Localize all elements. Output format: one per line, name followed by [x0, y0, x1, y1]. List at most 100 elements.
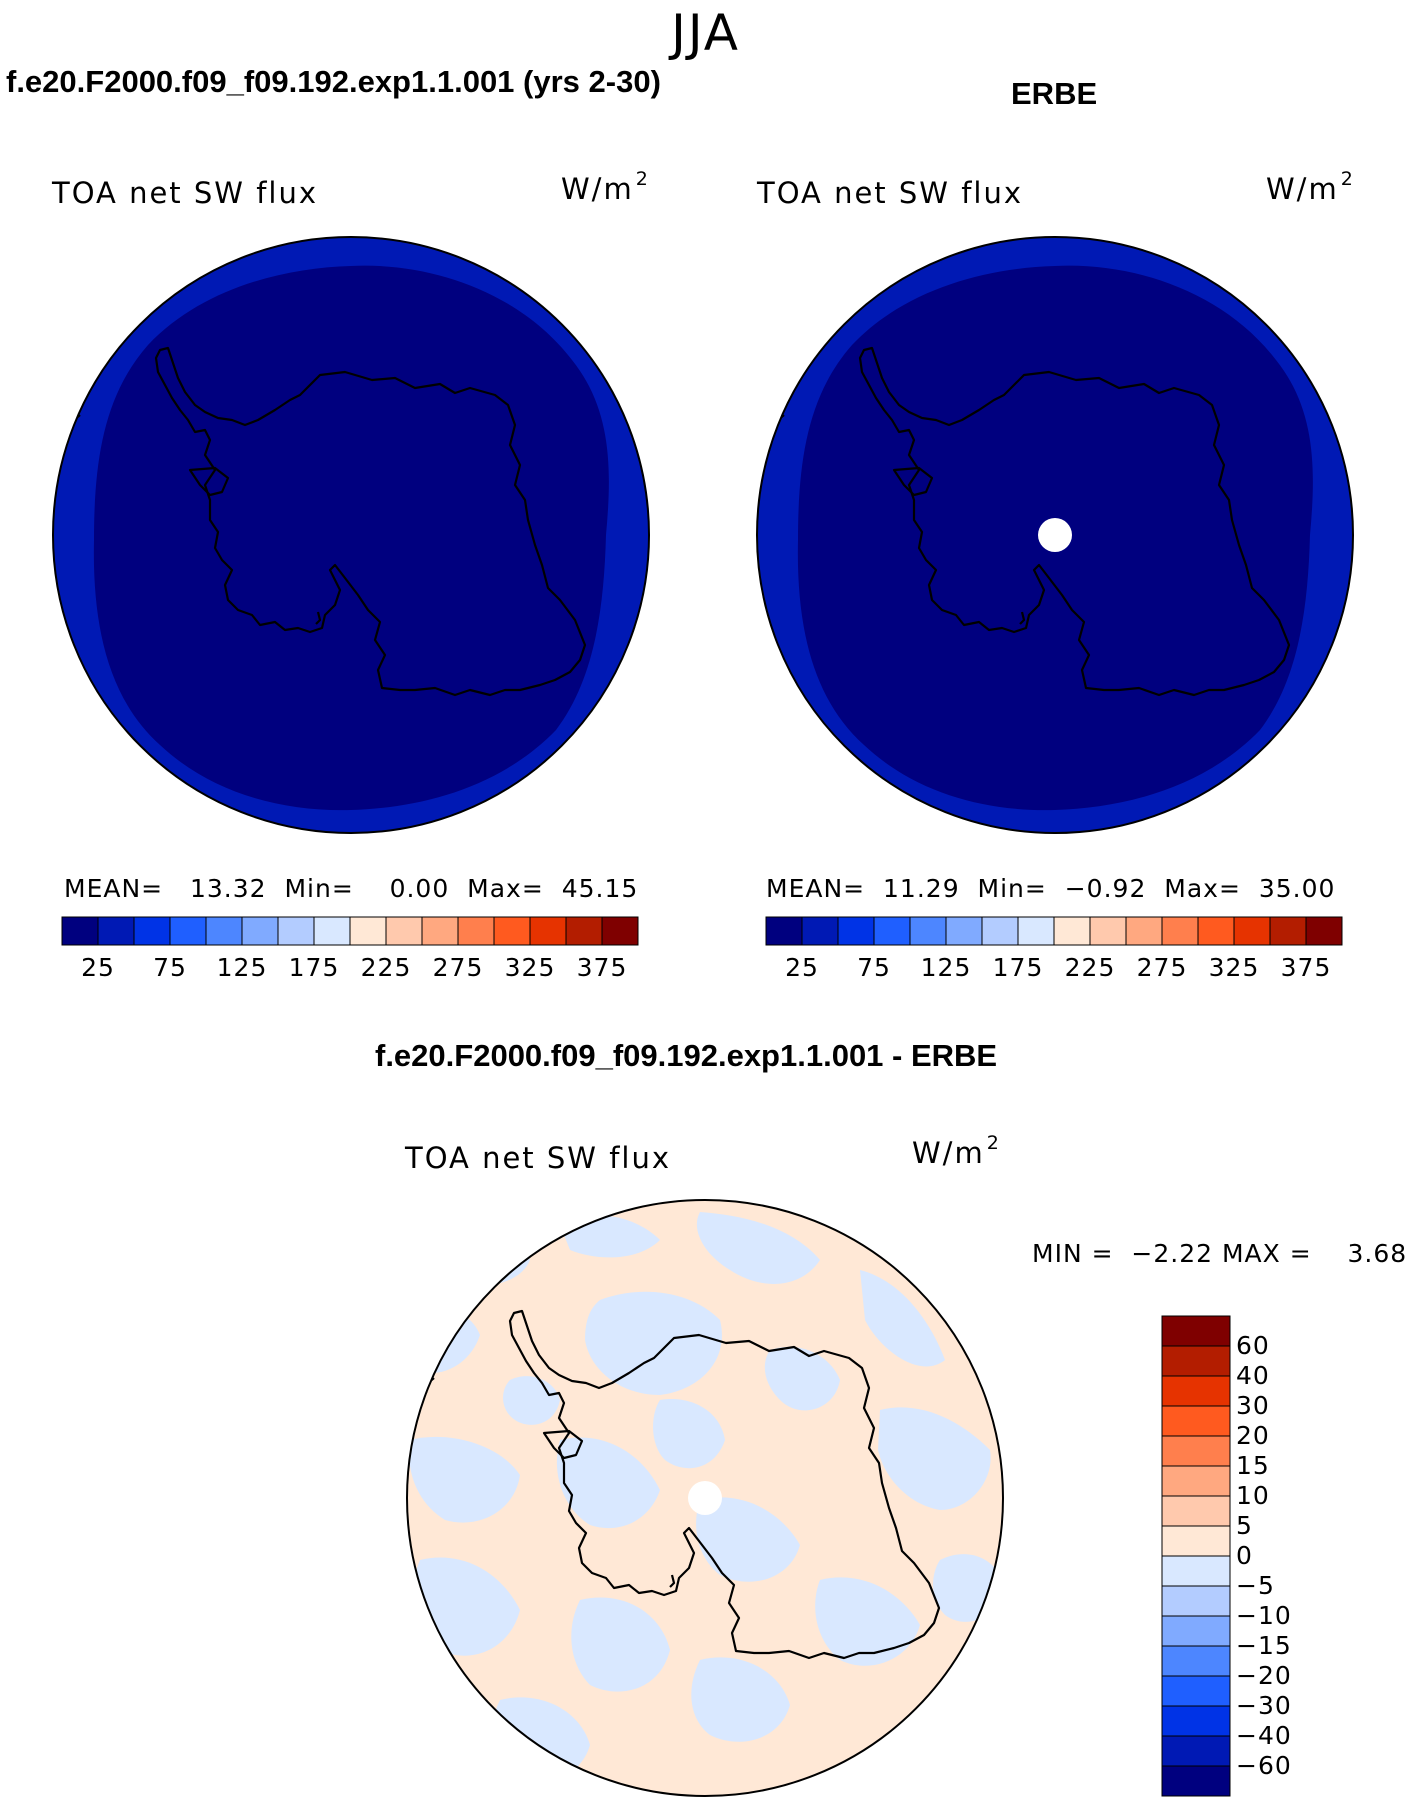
difference-title: f.e20.F2000.f09_f09.192.exp1.1.001 - ERB… [375, 1038, 998, 1073]
colorbar-tick-label: 60 [1236, 1331, 1270, 1360]
colorbar-swatch [385, 916, 423, 946]
colorbar-tick-label: 10 [1236, 1481, 1270, 1510]
colorbar-tick-label: −15 [1236, 1631, 1292, 1660]
colorbar-tick-label: 325 [504, 953, 556, 982]
model-variable-label: TOA net SW flux [52, 176, 319, 210]
colorbar-swatch [601, 916, 639, 946]
colorbar-swatch [945, 916, 983, 946]
colorbar-swatch [837, 916, 875, 946]
colorbar-swatch [1233, 916, 1271, 946]
colorbar-tick-label: −30 [1236, 1691, 1292, 1720]
colorbar-tick-label: 5 [1236, 1511, 1253, 1540]
colorbar-swatch [1305, 916, 1343, 946]
obs-polar-map [756, 236, 1354, 834]
colorbar-swatch [1161, 1585, 1231, 1617]
colorbar-tick-label: −40 [1236, 1721, 1292, 1750]
difference-polar-missing-hole [688, 1481, 722, 1515]
obs-stats: MEAN= 11.29 Min= −0.92 Max= 35.00 [766, 874, 1336, 903]
colorbar-tick-label: 125 [216, 953, 268, 982]
colorbar-swatch [1161, 1555, 1231, 1587]
colorbar-swatch [1161, 1345, 1231, 1377]
colorbar-tick-label: 225 [360, 953, 412, 982]
obs-polar-missing-hole [1038, 518, 1072, 552]
colorbar-tick-label: 75 [153, 953, 187, 982]
colorbar-swatch [765, 916, 803, 946]
obs-units-label: W/m 2 [1266, 168, 1355, 206]
obs-map-border [756, 236, 1354, 834]
colorbar-tick-label: −5 [1236, 1571, 1275, 1600]
difference-minmax: MIN = −2.22 MAX = 3.68 [1032, 1239, 1408, 1268]
model-colorbar [61, 916, 639, 946]
colorbar-tick-label: 15 [1236, 1451, 1270, 1480]
colorbar-tick-label: 275 [1136, 953, 1188, 982]
colorbar-tick-label: 25 [81, 953, 115, 982]
colorbar-swatch [1161, 1705, 1231, 1737]
colorbar-swatch [1161, 1645, 1231, 1677]
colorbar-tick-label: 225 [1064, 953, 1116, 982]
colorbar-tick-label: 30 [1236, 1391, 1270, 1420]
colorbar-swatch [1161, 1405, 1231, 1437]
difference-colorbar [1161, 1315, 1231, 1797]
colorbar-tick-label: 375 [576, 953, 628, 982]
colorbar-swatch [169, 916, 207, 946]
colorbar-tick-label: 40 [1236, 1361, 1270, 1390]
colorbar-tick-label: −10 [1236, 1601, 1292, 1630]
colorbar-swatch [1269, 916, 1307, 946]
colorbar-swatch [1161, 1495, 1231, 1527]
colorbar-tick-label: 0 [1236, 1541, 1253, 1570]
colorbar-tick-label: 375 [1280, 953, 1332, 982]
colorbar-swatch [421, 916, 459, 946]
colorbar-swatch [493, 916, 531, 946]
colorbar-swatch [1161, 1615, 1231, 1647]
colorbar-swatch [1197, 916, 1235, 946]
colorbar-swatch [981, 916, 1019, 946]
obs-variable-label: TOA net SW flux [757, 176, 1024, 210]
colorbar-swatch [241, 916, 279, 946]
colorbar-swatch [1161, 1525, 1231, 1557]
colorbar-swatch [565, 916, 603, 946]
colorbar-tick-label: 175 [288, 953, 340, 982]
colorbar-tick-label: 175 [992, 953, 1044, 982]
colorbar-swatch [1017, 916, 1055, 946]
colorbar-swatch [1161, 1435, 1231, 1467]
colorbar-swatch [1161, 916, 1199, 946]
difference-units-label: W/m 2 [912, 1132, 1001, 1170]
colorbar-swatch [1161, 1765, 1231, 1797]
colorbar-tick-label: 25 [785, 953, 819, 982]
colorbar-swatch [133, 916, 171, 946]
colorbar-swatch [97, 916, 135, 946]
colorbar-tick-label: 75 [857, 953, 891, 982]
model-stats: MEAN= 13.32 Min= 0.00 Max= 45.15 [64, 874, 639, 903]
colorbar-swatch [801, 916, 839, 946]
model-units-label: W/m 2 [561, 168, 650, 206]
colorbar-swatch [1089, 916, 1127, 946]
colorbar-tick-label: −20 [1236, 1661, 1292, 1690]
colorbar-swatch [1161, 1465, 1231, 1497]
colorbar-swatch [61, 916, 99, 946]
model-panel-title: f.e20.F2000.f09_f09.192.exp1.1.001 (yrs … [6, 64, 661, 99]
difference-negative-patches [407, 1212, 1003, 1782]
colorbar-tick-label: 325 [1208, 953, 1260, 982]
colorbar-swatch [1161, 1375, 1231, 1407]
model-map-border [52, 236, 650, 834]
colorbar-tick-label: 125 [920, 953, 972, 982]
colorbar-swatch [457, 916, 495, 946]
difference-polar-map [406, 1199, 1004, 1797]
colorbar-swatch [873, 916, 911, 946]
colorbar-swatch [529, 916, 567, 946]
difference-variable-label: TOA net SW flux [405, 1141, 672, 1175]
colorbar-swatch [277, 916, 315, 946]
colorbar-swatch [349, 916, 387, 946]
colorbar-swatch [205, 916, 243, 946]
model-interior-field [93, 265, 609, 811]
colorbar-tick-label: 20 [1236, 1421, 1270, 1450]
colorbar-swatch [313, 916, 351, 946]
colorbar-swatch [1125, 916, 1163, 946]
colorbar-swatch [1161, 1735, 1231, 1767]
colorbar-swatch [1161, 1315, 1231, 1347]
colorbar-swatch [909, 916, 947, 946]
season-title: JJA [671, 4, 740, 62]
obs-colorbar [765, 916, 1343, 946]
model-polar-map [52, 236, 650, 834]
